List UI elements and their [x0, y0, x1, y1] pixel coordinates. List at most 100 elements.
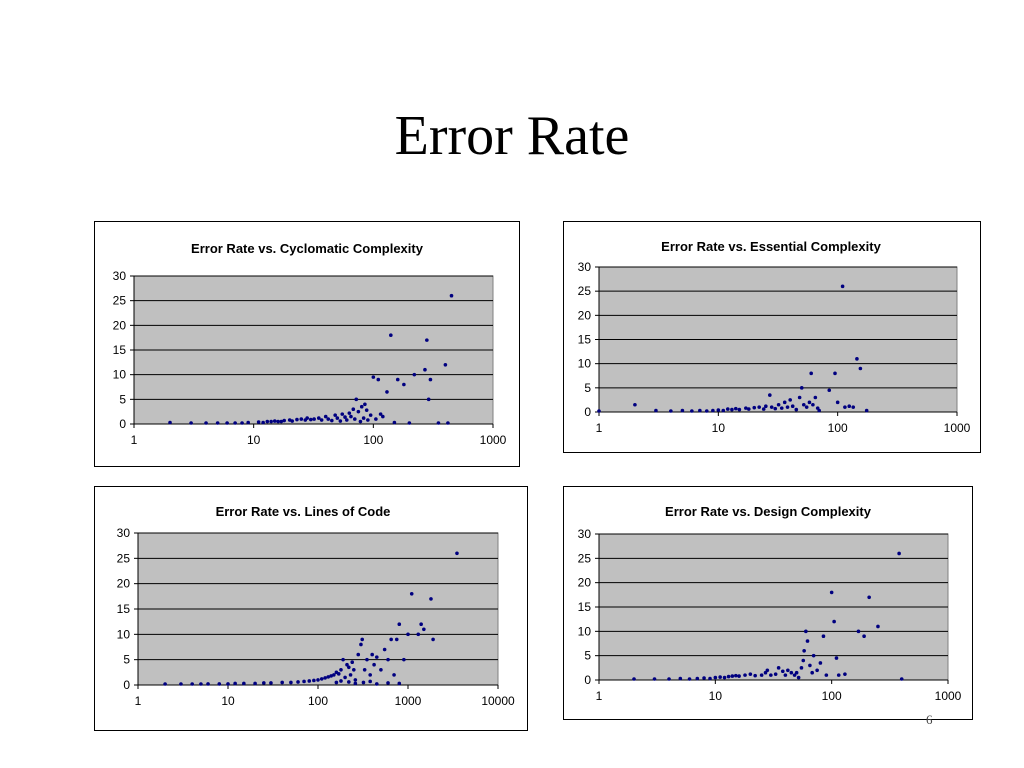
data-point — [856, 629, 861, 634]
data-point — [716, 408, 721, 412]
chart-title: Error Rate vs. Cyclomatic Complexity — [191, 241, 424, 256]
data-point — [359, 642, 363, 647]
data-point — [687, 677, 692, 681]
data-point — [365, 657, 369, 662]
data-point — [359, 404, 364, 409]
data-point — [276, 419, 280, 424]
data-point — [899, 677, 904, 681]
data-point — [330, 418, 334, 423]
data-point — [305, 416, 309, 420]
data-point — [361, 416, 366, 420]
data-point — [799, 386, 804, 390]
data-point — [443, 363, 448, 367]
data-point — [757, 405, 761, 409]
y-tick-label: 30 — [578, 260, 592, 274]
data-point — [802, 649, 806, 653]
data-point — [262, 681, 266, 685]
data-point — [864, 408, 869, 413]
data-point — [225, 421, 229, 425]
data-point — [363, 402, 367, 407]
data-point — [748, 672, 753, 676]
data-point — [371, 375, 376, 379]
data-point — [204, 421, 208, 425]
data-point — [721, 408, 726, 413]
y-tick-label: 30 — [578, 527, 592, 541]
chart-svg: Error Rate vs. Essential Complexity 0 5 10 1… — [578, 239, 971, 435]
data-point — [773, 672, 778, 676]
data-point — [368, 673, 372, 677]
data-point — [269, 681, 273, 685]
data-point — [680, 408, 685, 413]
y-tick-label: 0 — [123, 678, 130, 692]
data-point — [796, 675, 801, 680]
data-point — [730, 674, 735, 678]
data-point — [897, 551, 901, 556]
data-point — [743, 673, 747, 677]
data-point — [776, 402, 781, 407]
y-tick-label: 5 — [123, 653, 130, 667]
data-point — [769, 405, 774, 409]
data-point — [382, 647, 387, 652]
data-point — [632, 677, 636, 681]
y-tick-label: 15 — [578, 600, 592, 614]
data-point — [385, 390, 389, 394]
data-point — [333, 413, 337, 417]
x-tick-label: 1000 — [480, 433, 507, 447]
chart-title: Error Rate vs. Essential Complexity — [661, 239, 881, 254]
data-point — [779, 406, 784, 410]
data-point — [233, 421, 237, 425]
data-point — [272, 419, 277, 423]
data-point — [789, 670, 794, 675]
data-point — [386, 657, 390, 662]
x-tick-label: 1000 — [935, 689, 962, 703]
x-tick-label: 10 — [221, 694, 235, 708]
data-point — [217, 682, 222, 686]
data-point — [339, 679, 343, 683]
data-point — [773, 406, 778, 411]
data-point — [323, 676, 327, 680]
data-point — [366, 418, 370, 422]
data-point — [394, 637, 399, 642]
data-point — [794, 670, 799, 675]
x-tick-label: 1 — [135, 694, 142, 708]
y-tick-label: 25 — [578, 284, 592, 298]
data-point — [289, 680, 293, 685]
y-tick-label: 20 — [113, 318, 127, 332]
data-point — [419, 622, 423, 626]
data-point — [406, 632, 410, 637]
data-point — [374, 655, 379, 659]
data-point — [356, 652, 361, 657]
x-tick-label: 1000 — [944, 421, 971, 435]
data-point — [804, 405, 809, 409]
data-point — [843, 405, 847, 409]
data-point — [402, 657, 406, 662]
data-point — [726, 674, 731, 679]
data-point — [753, 673, 757, 678]
data-point — [813, 395, 818, 400]
data-point — [329, 674, 333, 678]
data-point — [368, 413, 373, 417]
data-point — [422, 627, 426, 632]
data-point — [341, 657, 345, 662]
data-point — [344, 418, 349, 422]
data-point — [788, 398, 792, 402]
chart-design-complexity: Error Rate vs. Design Complexity 0 5 10 15 20… — [563, 486, 973, 720]
chart-svg: Error Rate vs. Lines of Code 0 5 10 15 20 25 30… — [117, 504, 515, 708]
y-tick-label: 0 — [584, 673, 591, 687]
data-point — [702, 676, 706, 680]
data-point — [246, 420, 250, 425]
data-point — [808, 663, 812, 668]
data-point — [319, 677, 324, 681]
data-point — [783, 673, 788, 677]
data-point — [335, 416, 340, 420]
data-point — [326, 675, 331, 679]
data-point — [840, 284, 845, 289]
data-point — [370, 652, 374, 657]
data-point — [805, 639, 810, 643]
data-point — [769, 673, 773, 677]
data-point — [752, 405, 757, 410]
data-point — [807, 400, 812, 405]
data-point — [834, 656, 839, 660]
y-tick-label: 10 — [117, 627, 131, 641]
data-point — [345, 662, 349, 667]
